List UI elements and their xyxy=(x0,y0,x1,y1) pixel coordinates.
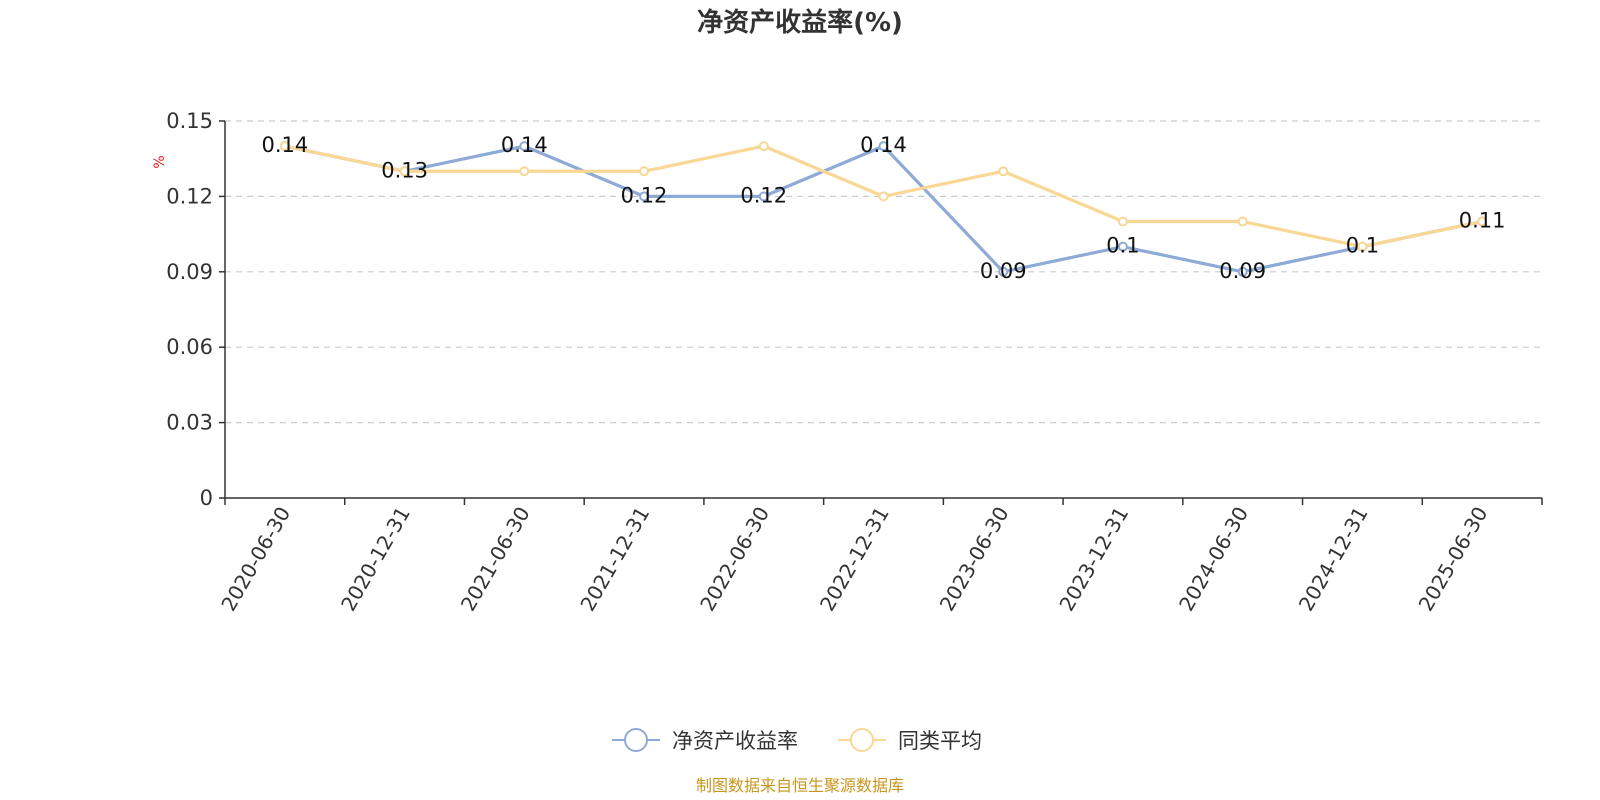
x-tick-label: 2021-12-31 xyxy=(575,503,654,616)
data-point xyxy=(758,191,769,202)
x-tick-label: 2024-06-30 xyxy=(1174,503,1253,616)
data-point xyxy=(878,141,889,152)
data-point xyxy=(519,141,530,152)
data-label: 0.14 xyxy=(860,133,907,157)
series-layer xyxy=(279,141,1488,277)
data-point xyxy=(639,191,650,202)
chart-title: 净资产收益率(%) xyxy=(697,7,903,38)
x-tick-label: 2022-12-31 xyxy=(815,503,894,616)
data-label: 0.1 xyxy=(1106,234,1139,258)
x-tick-label: 2025-06-30 xyxy=(1414,503,1493,616)
data-label: 0.09 xyxy=(980,259,1027,283)
legend-item-0[interactable]: 净资产收益率 xyxy=(612,728,798,753)
x-tick-label: 2021-06-30 xyxy=(456,503,535,616)
x-tick-label: 2024-12-31 xyxy=(1294,503,1373,616)
y-tick-label: 0.15 xyxy=(166,109,213,133)
data-label: 0.12 xyxy=(740,183,787,207)
legend-marker-icon xyxy=(850,728,874,752)
y-tick-label: 0.03 xyxy=(166,411,213,435)
data-labels: 0.14 0.13 0.14 0.12 0.12 0.14 0.09 0.1 0.09 0.1 0.… xyxy=(261,133,1505,283)
x-tick-labels: 2020-06-30 2020-12-31 2021-06-30 2021-12-31… xyxy=(216,503,1492,616)
legend-marker-icon xyxy=(624,728,648,752)
data-label: 0.14 xyxy=(261,133,308,157)
data-point xyxy=(399,166,410,177)
data-point xyxy=(1117,241,1128,252)
y-tick-label: 0.12 xyxy=(166,184,213,208)
data-point xyxy=(1477,216,1488,227)
axes xyxy=(219,120,1543,505)
data-point xyxy=(1117,216,1128,227)
legend[interactable]: 净资产收益率 同类平均 xyxy=(612,728,982,753)
data-label: 0.14 xyxy=(501,133,548,157)
data-label: 0.11 xyxy=(1459,209,1506,233)
data-point xyxy=(639,166,650,177)
x-tick-label: 2023-06-30 xyxy=(935,503,1014,616)
data-point xyxy=(279,141,290,152)
legend-item-1[interactable]: 同类平均 xyxy=(838,728,982,753)
x-tick-label: 2023-12-31 xyxy=(1054,503,1133,616)
legend-label: 净资产收益率 xyxy=(672,729,798,753)
data-point xyxy=(998,166,1009,177)
data-label: 0.1 xyxy=(1346,234,1379,258)
x-tick-label: 2020-06-30 xyxy=(216,503,295,616)
series-line-0 xyxy=(284,144,1483,274)
y-tick-label: 0 xyxy=(200,486,213,510)
x-tick-label: 2022-06-30 xyxy=(695,503,774,616)
y-tick-label: 0.06 xyxy=(166,335,213,359)
source-note: 制图数据来自恒生聚源数据库 xyxy=(696,776,904,795)
data-point xyxy=(1237,266,1248,277)
data-label: 0.09 xyxy=(1219,259,1266,283)
data-label: 0.12 xyxy=(621,183,668,207)
data-label: 0.13 xyxy=(381,158,428,182)
y-axis-unit: % xyxy=(152,155,168,168)
data-point xyxy=(758,141,769,152)
legend-label: 同类平均 xyxy=(898,729,982,753)
y-tick-labels: 0 0.03 0.06 0.09 0.12 0.15 xyxy=(166,109,213,510)
data-point xyxy=(998,266,1009,277)
data-point xyxy=(1357,241,1368,252)
y-tick-label: 0.09 xyxy=(166,260,213,284)
data-point xyxy=(519,166,530,177)
data-point xyxy=(878,191,889,202)
data-point xyxy=(1237,216,1248,227)
x-tick-label: 2020-12-31 xyxy=(336,503,415,616)
